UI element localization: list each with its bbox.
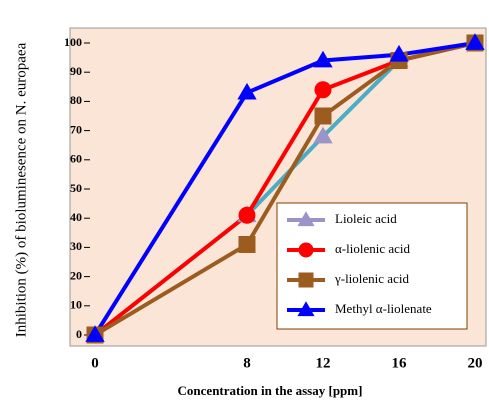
- legend-marker: [297, 211, 315, 227]
- marker: [314, 81, 332, 99]
- y-tick-label: 10: [70, 298, 82, 312]
- x-tick-label: 0: [91, 355, 99, 371]
- x-tick-label: 8: [243, 355, 251, 371]
- marker: [238, 206, 256, 224]
- legend-label: γ-liolenic acid: [334, 271, 409, 286]
- x-tick-label: 12: [316, 355, 331, 371]
- y-tick-label: 20: [70, 268, 82, 282]
- legend-label: Methyl α-liolenate: [335, 301, 432, 316]
- x-axis-title: Concentration in the assay [ppm]: [178, 383, 363, 398]
- legend-marker: [298, 272, 314, 288]
- marker: [313, 126, 333, 144]
- legend-marker: [298, 242, 314, 258]
- x-tick-label: 20: [468, 355, 483, 371]
- y-axis-title: Inhibition (%) of bioluminesence on N. e…: [13, 42, 29, 337]
- y-tick-label: 90: [70, 64, 82, 78]
- legend-label: Lioleic acid: [335, 211, 397, 226]
- marker: [314, 107, 332, 125]
- marker: [465, 33, 485, 50]
- marker: [85, 325, 105, 342]
- marker: [238, 235, 256, 253]
- y-tick-label: 50: [70, 181, 82, 195]
- marker: [313, 50, 333, 68]
- y-tick-label: 100: [64, 35, 82, 49]
- y-tick-label: 40: [70, 210, 82, 224]
- y-tick-label: 70: [70, 122, 82, 136]
- y-tick-label: 80: [70, 93, 82, 107]
- marker: [389, 44, 409, 62]
- y-tick-label: 30: [70, 239, 82, 253]
- x-tick-label: 16: [392, 355, 408, 371]
- marker: [237, 82, 257, 100]
- legend-label: α-liolenic acid: [335, 241, 411, 256]
- legend-marker: [297, 301, 315, 317]
- y-tick-label: 0: [76, 327, 82, 341]
- y-tick-label: 60: [70, 152, 82, 166]
